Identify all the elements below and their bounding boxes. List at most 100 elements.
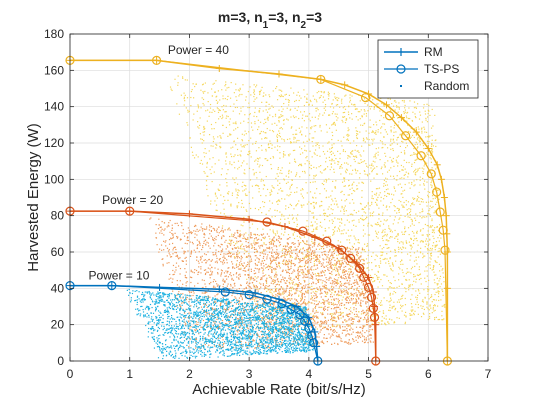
scatter-point <box>401 295 403 297</box>
scatter-point <box>392 270 394 272</box>
scatter-point <box>171 281 173 283</box>
scatter-point <box>395 105 398 107</box>
scatter-point <box>326 279 328 281</box>
scatter-point <box>379 110 381 112</box>
scatter-point <box>282 190 284 192</box>
scatter-point <box>312 95 314 97</box>
scatter-point <box>331 280 333 282</box>
scatter-point <box>222 132 224 134</box>
scatter-point <box>249 261 251 263</box>
scatter-point <box>304 302 307 304</box>
scatter-point <box>184 242 186 244</box>
scatter-point <box>357 255 359 257</box>
scatter-point <box>315 203 317 205</box>
scatter-point <box>362 137 365 139</box>
scatter-point <box>348 283 350 286</box>
scatter-point <box>400 263 402 265</box>
scatter-point <box>423 289 425 291</box>
scatter-point <box>287 250 289 253</box>
scatter-point <box>275 177 277 180</box>
scatter-point <box>216 260 218 262</box>
scatter-point <box>345 168 348 170</box>
scatter-point <box>224 275 226 277</box>
scatter-point <box>349 101 351 103</box>
scatter-point <box>279 116 281 118</box>
scatter-point <box>282 291 284 293</box>
scatter-point <box>213 332 216 334</box>
scatter-point <box>310 331 313 334</box>
scatter-point <box>223 272 226 274</box>
scatter-point <box>434 293 436 296</box>
scatter-point <box>256 264 259 266</box>
scatter-point <box>311 288 313 291</box>
scatter-point <box>414 217 416 219</box>
scatter-point <box>368 126 370 128</box>
scatter-point <box>429 267 432 269</box>
scatter-point <box>307 247 310 249</box>
scatter-point <box>191 151 194 153</box>
scatter-point <box>291 252 293 254</box>
scatter-point <box>312 336 314 338</box>
scatter-point <box>223 213 225 215</box>
scatter-point <box>241 133 243 135</box>
scatter-point <box>319 289 321 291</box>
scatter-point <box>367 312 369 314</box>
scatter-point <box>401 193 403 195</box>
scatter-point <box>428 213 430 215</box>
scatter-point <box>310 100 312 103</box>
scatter-point <box>297 283 299 286</box>
scatter-point <box>381 323 383 325</box>
scatter-point <box>261 149 263 151</box>
scatter-point <box>188 229 190 231</box>
scatter-point <box>200 268 202 270</box>
scatter-point <box>173 246 176 249</box>
scatter-point <box>251 282 253 284</box>
scatter-point <box>347 194 349 196</box>
scatter-point <box>389 237 391 239</box>
scatter-point <box>278 264 280 266</box>
scatter-point <box>335 180 337 182</box>
scatter-point <box>381 126 383 128</box>
scatter-point <box>379 159 381 161</box>
scatter-point <box>410 136 412 138</box>
scatter-point <box>248 336 251 339</box>
scatter-point <box>422 170 424 173</box>
scatter-point <box>429 305 431 307</box>
scatter-point <box>363 170 365 172</box>
scatter-point <box>310 225 312 227</box>
scatter-point <box>245 320 247 322</box>
scatter-point <box>351 220 353 222</box>
scatter-point <box>351 229 353 231</box>
scatter-point <box>340 218 343 220</box>
scatter-point <box>303 285 305 287</box>
scatter-point <box>306 127 308 129</box>
scatter-point <box>399 307 402 309</box>
scatter-point <box>431 312 433 314</box>
scatter-point <box>179 280 181 282</box>
scatter-point <box>361 292 364 295</box>
scatter-point <box>215 80 217 82</box>
scatter-point <box>389 306 391 309</box>
scatter-point <box>274 286 276 288</box>
scatter-point <box>245 240 247 243</box>
scatter-point <box>282 332 284 334</box>
scatter-point <box>370 224 372 226</box>
scatter-point <box>308 201 310 203</box>
scatter-point <box>212 109 214 111</box>
scatter-point <box>309 181 312 184</box>
scatter-point <box>277 175 279 177</box>
scatter-point <box>270 255 273 257</box>
scatter-point <box>291 322 293 324</box>
scatter-point <box>389 215 391 217</box>
scatter-point <box>219 135 221 137</box>
scatter-point <box>261 178 263 180</box>
scatter-point <box>303 111 305 113</box>
scatter-point <box>384 191 386 193</box>
scatter-point <box>164 241 166 243</box>
scatter-point <box>286 194 288 196</box>
scatter-point <box>306 220 308 222</box>
scatter-point <box>197 156 199 158</box>
scatter-point <box>365 292 367 294</box>
scatter-point <box>362 258 365 261</box>
scatter-point <box>370 105 373 108</box>
